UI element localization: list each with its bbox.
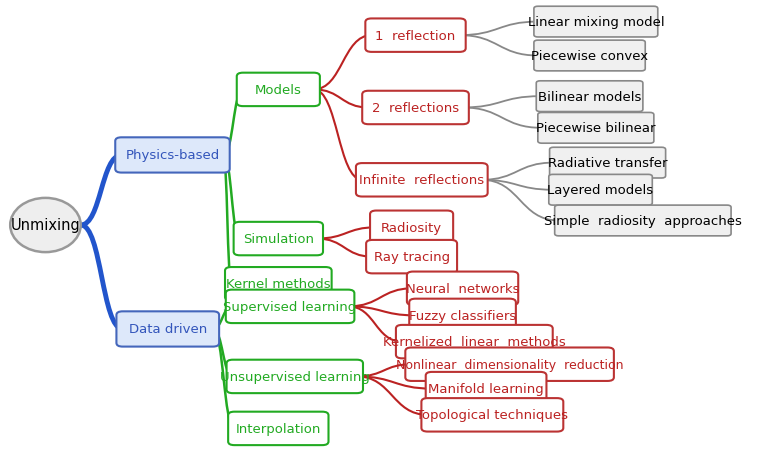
Text: Radiosity: Radiosity (381, 221, 442, 234)
FancyBboxPatch shape (534, 41, 645, 72)
FancyBboxPatch shape (538, 113, 654, 144)
Text: 1  reflection: 1 reflection (376, 30, 456, 42)
Text: Interpolation: Interpolation (236, 422, 321, 435)
Ellipse shape (10, 198, 81, 253)
Text: 2  reflections: 2 reflections (372, 102, 459, 115)
Text: Neural  networks: Neural networks (406, 282, 519, 295)
FancyBboxPatch shape (225, 267, 332, 301)
FancyBboxPatch shape (226, 290, 354, 323)
FancyBboxPatch shape (366, 240, 457, 274)
FancyBboxPatch shape (534, 7, 658, 38)
FancyBboxPatch shape (554, 206, 731, 236)
Text: Unsupervised learning: Unsupervised learning (220, 370, 370, 383)
Text: Physics-based: Physics-based (125, 149, 220, 162)
FancyBboxPatch shape (362, 92, 469, 125)
Text: Layered models: Layered models (547, 184, 654, 197)
FancyBboxPatch shape (228, 412, 328, 445)
FancyBboxPatch shape (234, 222, 323, 256)
FancyBboxPatch shape (237, 74, 320, 107)
FancyBboxPatch shape (550, 148, 666, 179)
FancyBboxPatch shape (116, 312, 219, 347)
Text: Unmixing: Unmixing (11, 218, 80, 233)
FancyBboxPatch shape (370, 211, 453, 244)
FancyBboxPatch shape (536, 82, 643, 112)
FancyBboxPatch shape (407, 272, 518, 305)
Text: Kernelized  linear  methods: Kernelized linear methods (383, 336, 566, 348)
Text: Data driven: Data driven (129, 323, 207, 336)
FancyBboxPatch shape (396, 325, 553, 359)
FancyBboxPatch shape (115, 138, 230, 173)
FancyBboxPatch shape (365, 19, 466, 53)
Text: Fuzzy classifiers: Fuzzy classifiers (409, 309, 516, 322)
FancyBboxPatch shape (549, 175, 652, 206)
Text: Bilinear models: Bilinear models (538, 91, 641, 103)
Text: Topological techniques: Topological techniques (416, 409, 568, 421)
Text: Piecewise convex: Piecewise convex (531, 50, 648, 63)
Text: Infinite  reflections: Infinite reflections (359, 174, 485, 187)
Text: Piecewise bilinear: Piecewise bilinear (536, 122, 655, 135)
FancyBboxPatch shape (356, 164, 488, 197)
FancyBboxPatch shape (405, 348, 614, 381)
Text: Radiative transfer: Radiative transfer (548, 157, 667, 170)
Text: Models: Models (255, 84, 302, 97)
Text: Linear mixing model: Linear mixing model (528, 16, 664, 29)
FancyBboxPatch shape (409, 299, 516, 332)
Text: Ray tracing: Ray tracing (373, 251, 450, 263)
Text: Kernel methods: Kernel methods (226, 278, 331, 290)
Text: Simulation: Simulation (243, 233, 314, 245)
Text: Manifold learning: Manifold learning (428, 382, 544, 395)
FancyBboxPatch shape (422, 398, 563, 432)
Text: Simple  radiosity  approaches: Simple radiosity approaches (544, 215, 742, 227)
FancyBboxPatch shape (426, 372, 546, 405)
Text: Supervised learning: Supervised learning (223, 300, 357, 313)
Text: Nonlinear  dimensionality  reduction: Nonlinear dimensionality reduction (396, 358, 623, 371)
FancyBboxPatch shape (227, 360, 363, 393)
